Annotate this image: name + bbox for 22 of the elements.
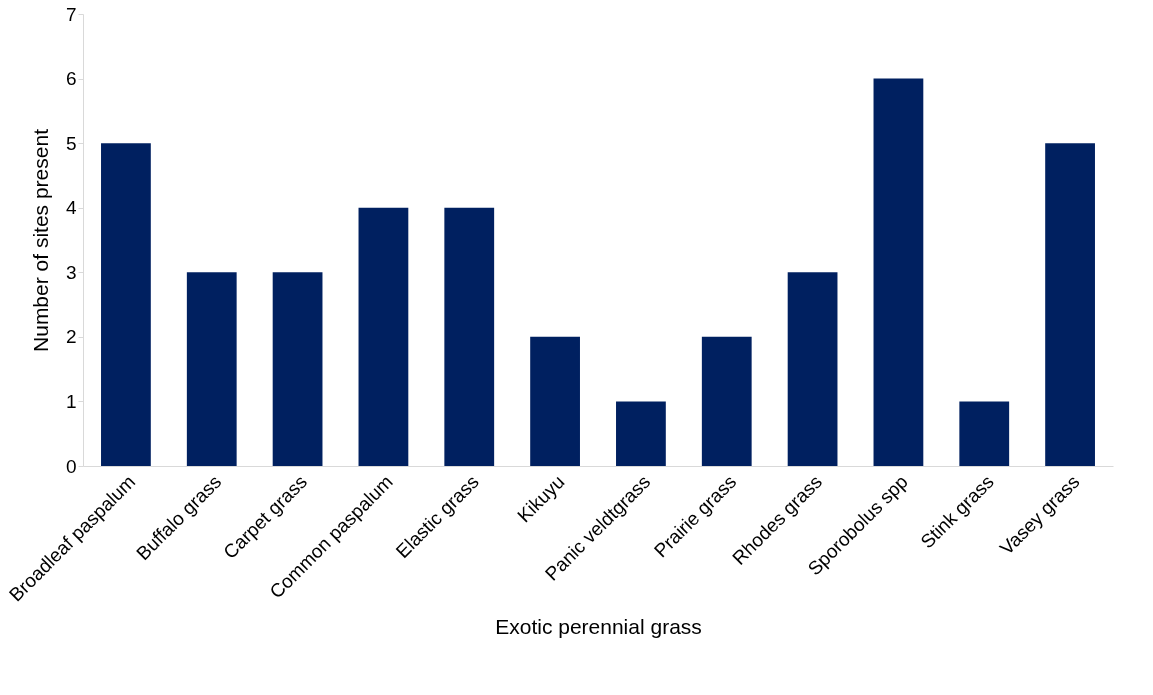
y-axis-title: Number of sites present [28, 128, 52, 352]
bar [787, 272, 838, 466]
bar [444, 207, 495, 466]
bar [701, 336, 752, 466]
y-tick-label: 5 [65, 132, 77, 154]
bar [616, 401, 666, 466]
bar [186, 272, 237, 466]
bar [272, 272, 323, 466]
bar [959, 401, 1010, 466]
x-axis-title: Exotic perennial grass [495, 615, 702, 639]
y-tick-label: 0 [65, 455, 77, 477]
bar [101, 143, 151, 466]
y-tick-label: 1 [65, 390, 77, 412]
y-tick-label: 2 [65, 326, 77, 348]
y-tick-label: 6 [65, 68, 77, 90]
bar [530, 336, 580, 466]
bar [873, 78, 924, 466]
bar [358, 207, 409, 466]
y-tick-label: 4 [65, 197, 77, 219]
y-tick-label: 7 [65, 3, 77, 25]
y-tick-label: 3 [65, 261, 77, 283]
bar [1045, 143, 1095, 466]
